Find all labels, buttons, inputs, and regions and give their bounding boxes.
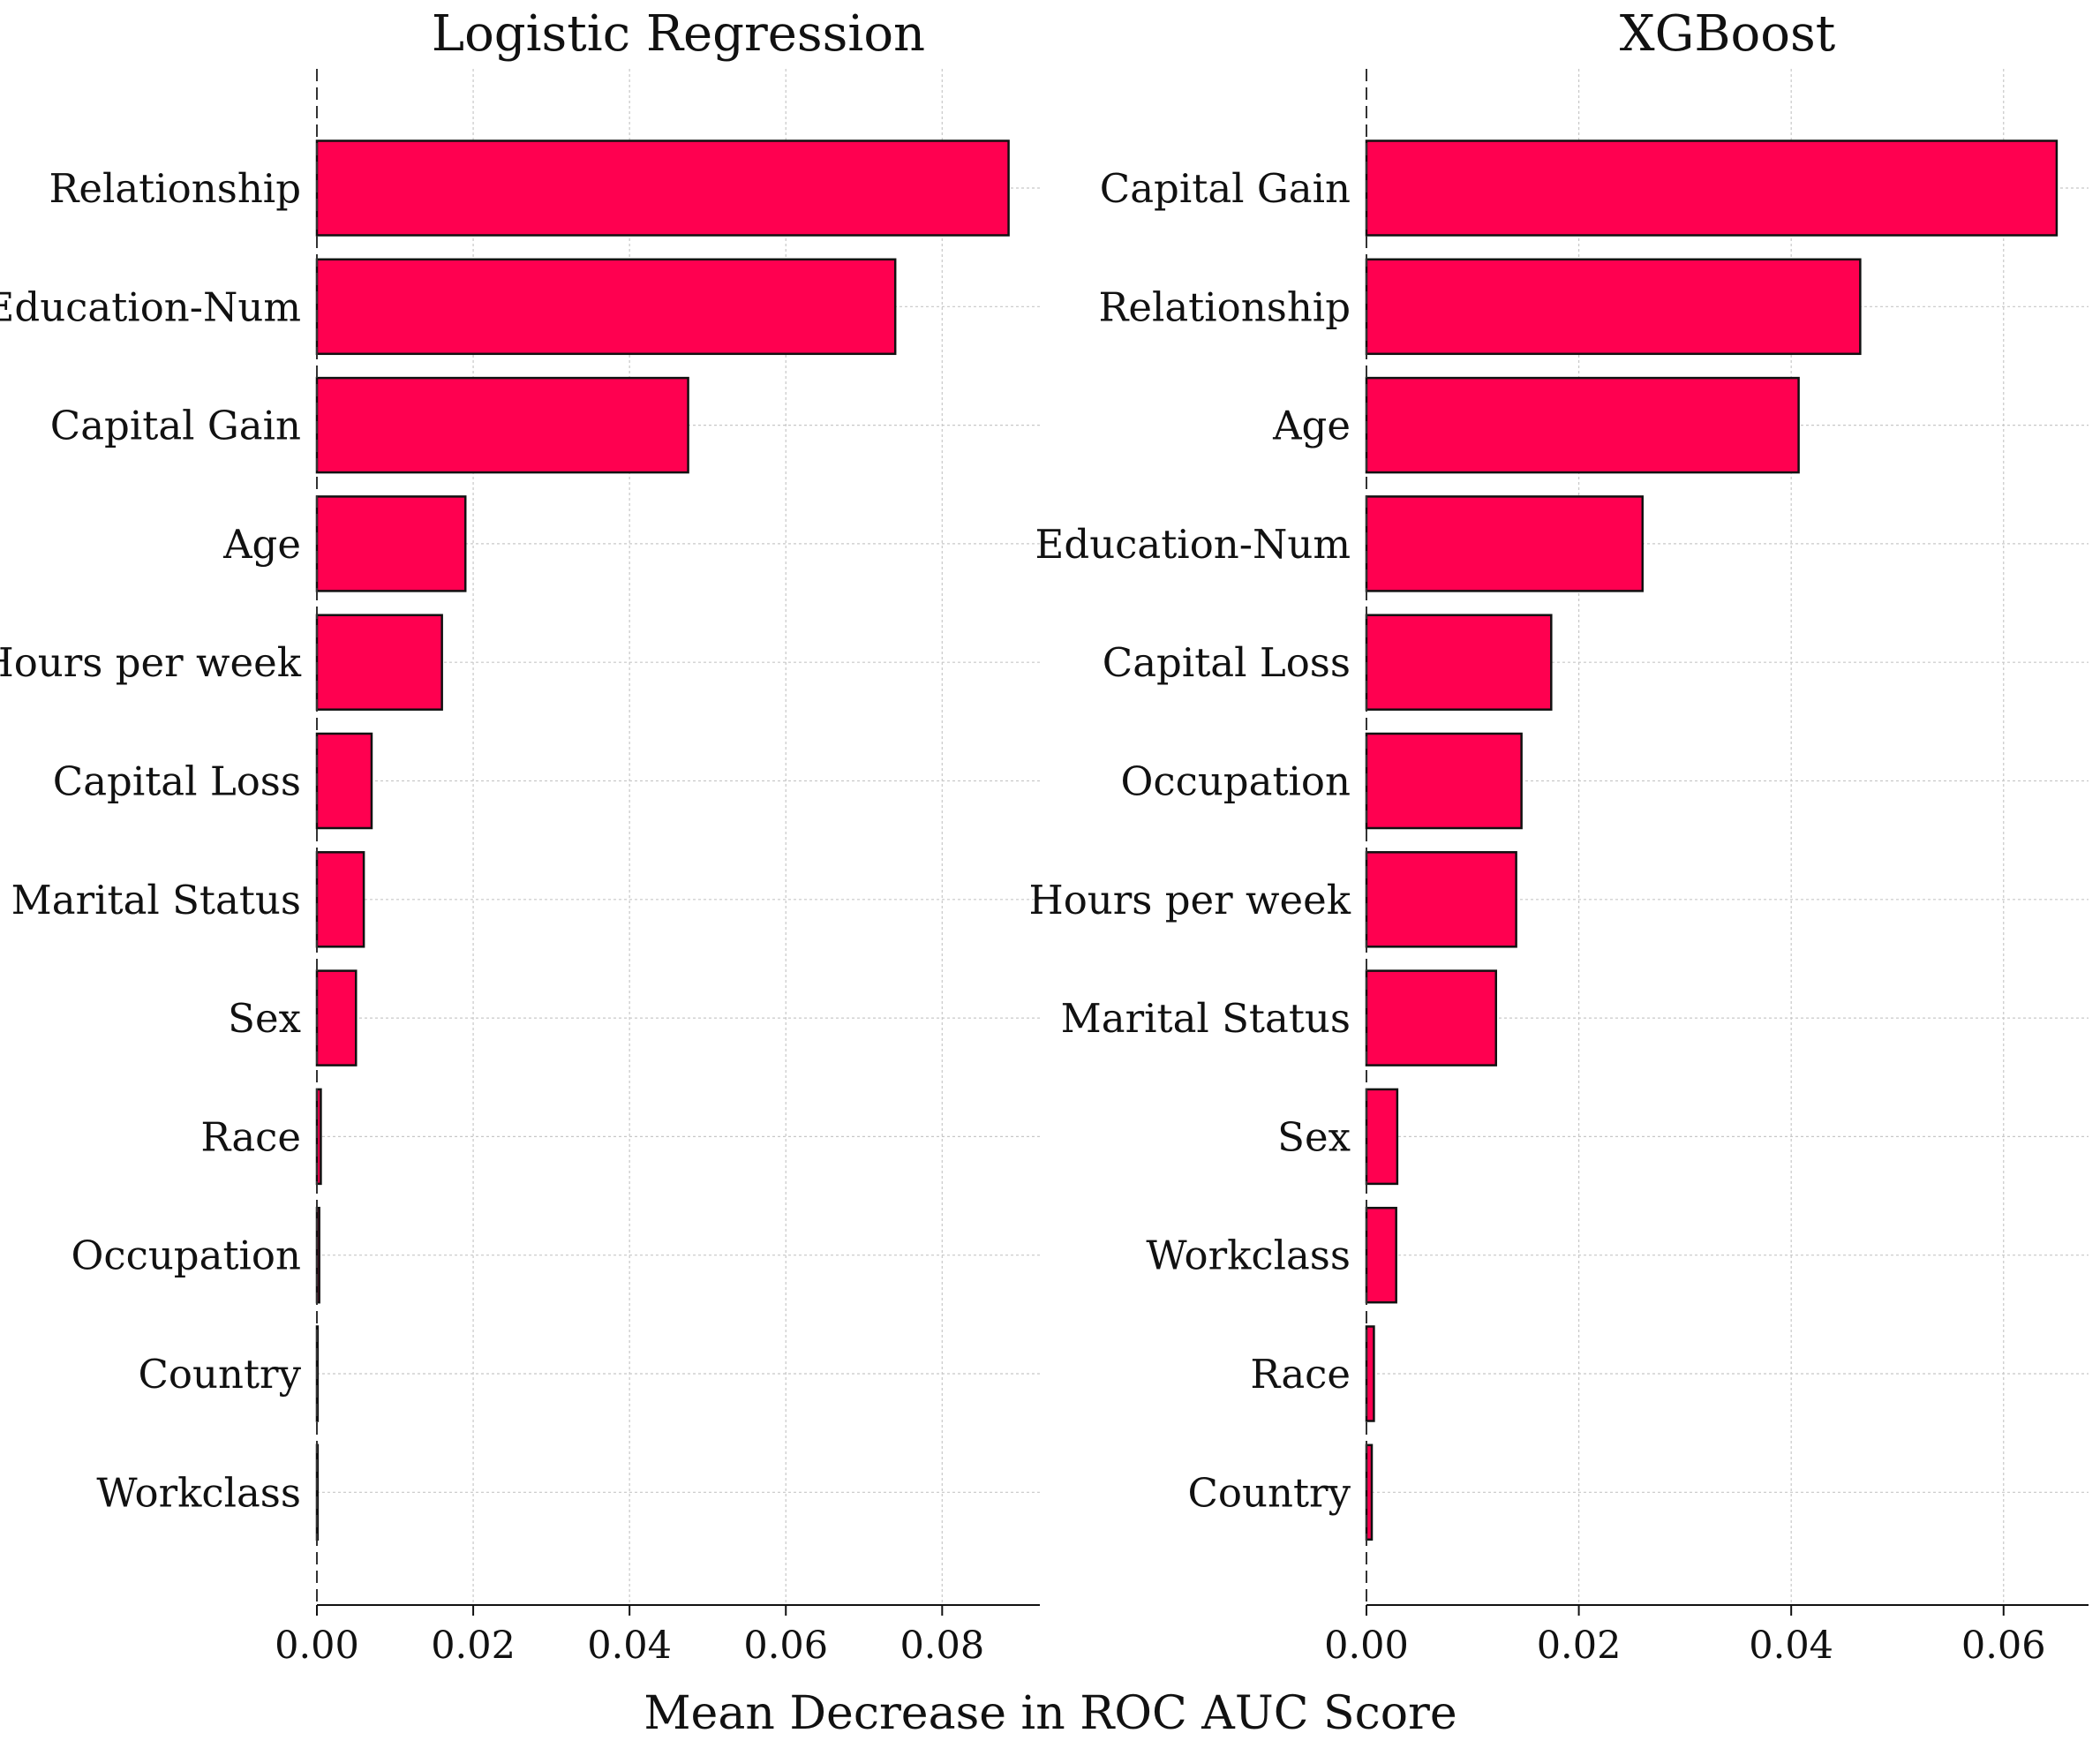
bar-occupation (315, 1206, 320, 1304)
category-label: Relationship (49, 165, 301, 212)
bar-hours-per-week (315, 614, 443, 711)
bar-capital-gain (315, 376, 689, 474)
x-tick-label: 0.06 (743, 1624, 828, 1668)
category-label: Capital Gain (50, 403, 301, 449)
bar-sex (1365, 1088, 1399, 1186)
category-label: Country (138, 1351, 301, 1398)
bar-occupation (1365, 732, 1523, 830)
bar-education-num (1365, 495, 1645, 592)
bar-age (315, 495, 467, 592)
x-tick-label: 0.06 (1961, 1624, 2046, 1668)
category-label: Education-Num (1035, 521, 1351, 568)
bar-age (1365, 376, 1800, 474)
category-label: Occupation (72, 1232, 301, 1279)
category-label: Hours per week (0, 639, 302, 686)
category-label: Marital Status (11, 877, 301, 923)
bar-sex (315, 969, 358, 1066)
chart-title: XGBoost (1620, 5, 1836, 63)
category-label: Race (1250, 1351, 1351, 1398)
category-label: Capital Gain (1100, 165, 1351, 212)
category-label: Sex (1277, 1113, 1351, 1160)
category-label: Occupation (1121, 758, 1351, 805)
bar-country (1365, 1443, 1374, 1541)
bar-capital-gain (1365, 139, 2059, 237)
category-label: Capital Loss (1103, 639, 1351, 686)
bar-relationship (1365, 258, 1862, 356)
category-label: Workclass (1146, 1232, 1351, 1279)
category-label: Country (1187, 1469, 1351, 1516)
category-label: Capital Loss (53, 758, 301, 805)
bar-capital-loss (315, 732, 373, 830)
bar-race (1365, 1325, 1375, 1422)
x-tick-label: 0.08 (899, 1624, 984, 1668)
category-label: Age (1272, 403, 1351, 449)
x-tick-label: 0.02 (1537, 1624, 1622, 1668)
x-tick-label: 0.00 (275, 1624, 359, 1668)
category-label: Relationship (1098, 283, 1351, 330)
category-label: Marital Status (1061, 995, 1351, 1042)
panel-logistic-regression: Relationship Education-Num Capital Gain Age… (0, 5, 1040, 1668)
bar-relationship (315, 139, 1010, 237)
bar-education-num (315, 258, 897, 356)
category-label: Hours per week (1028, 877, 1351, 923)
category-label: Sex (228, 995, 301, 1042)
category-label: Workclass (96, 1469, 301, 1516)
category-label: Age (222, 521, 301, 568)
x-tick-label: 0.04 (587, 1624, 672, 1668)
x-axis-label: Mean Decrease in ROC AUC Score (644, 1687, 1456, 1740)
chart-title: Logistic Regression (432, 5, 925, 63)
bar-capital-loss (1365, 614, 1553, 711)
bar-workclass (1365, 1206, 1397, 1304)
bar-marital-status (1365, 969, 1498, 1066)
panel-xgboost: Capital Gain Relationship Age Education-Num… (1028, 5, 2089, 1668)
category-label: Education-Num (0, 283, 301, 330)
x-tick-label: 0.02 (431, 1624, 516, 1668)
category-label: Race (200, 1113, 301, 1160)
x-tick-label: 0.04 (1749, 1624, 1833, 1668)
bar-hours-per-week (1365, 851, 1517, 948)
x-tick-label: 0.00 (1324, 1624, 1409, 1668)
bar-marital-status (315, 851, 365, 948)
